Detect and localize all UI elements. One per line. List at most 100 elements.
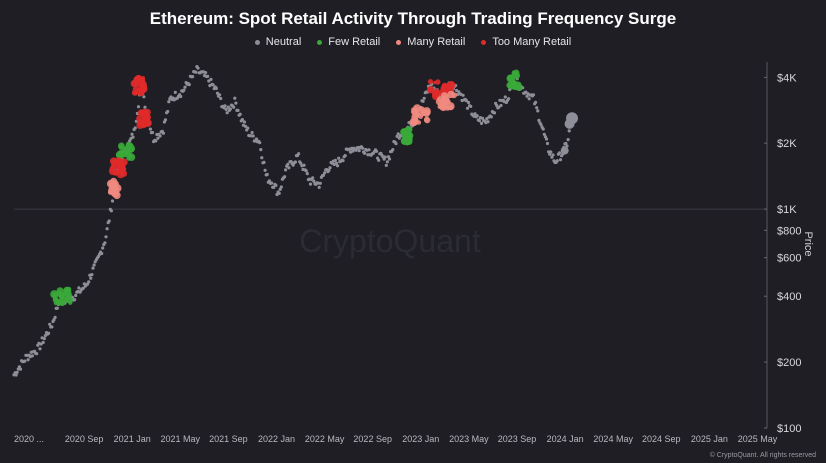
point-neutral [23,359,27,363]
point-neutral [272,185,276,189]
point-neutral [293,160,297,164]
point-neutral [262,160,266,164]
point-neutral [100,252,104,256]
point-neutral [246,126,250,130]
point-neutral [343,154,347,158]
point-neutral [485,117,489,121]
point-many-retail [113,184,122,193]
point-too-many-retail [116,158,121,163]
point-neutral [469,104,473,108]
point-neutral [545,141,550,146]
chart-title: Ethereum: Spot Retail Activity Through T… [149,9,677,28]
legend-item-neutral[interactable]: Neutral [254,36,302,48]
point-neutral [465,106,470,110]
legend-item-too-many-retail[interactable]: Too Many Retail [481,36,571,48]
point-few-retail [67,300,73,305]
point-neutral [143,105,147,109]
point-neutral [477,119,481,123]
point-neutral [223,104,227,108]
point-neutral [564,141,568,146]
point-neutral [391,148,395,152]
point-few-retail [407,128,412,133]
point-neutral [41,340,45,345]
point-neutral [87,280,91,284]
y-axis-ticks: $4K $2K $1K $800 $600 $400 $200 $100 [764,72,801,435]
point-neutral [466,100,471,105]
x-tick-label: 2021 Jan [114,434,151,444]
point-too-many-retail [427,87,433,93]
point-neutral [150,130,155,135]
point-neutral [109,209,113,213]
point-many-retail [424,116,431,124]
y-tick-label: $100 [777,423,801,435]
point-neutral [503,95,507,99]
legend-item-many-retail[interactable]: Many Retail [396,36,465,48]
point-neutral [270,181,274,185]
point-too-many-retail [446,82,451,87]
point-neutral [541,127,545,131]
x-tick-label: 2023 Jan [402,434,439,444]
point-neutral [218,93,222,97]
point-neutral [50,325,54,329]
point-neutral [542,132,546,136]
point-neutral [182,88,186,92]
y-tick-label: $600 [777,253,801,265]
x-tick-label: 2022 Jan [258,434,295,444]
point-neutral [236,108,240,112]
legend-label-too-many-retail: Too Many Retail [492,36,572,48]
point-neutral [557,151,562,155]
point-neutral [539,123,543,127]
point-neutral [133,126,137,130]
point-few-retail [53,300,59,306]
point-neutral [103,241,107,245]
legend-label-many-retail: Many Retail [407,36,466,48]
point-neutral [204,71,208,75]
point-neutral [107,219,111,223]
point-neutral [357,149,361,153]
point-neutral [377,158,381,162]
point-too-many-retail [141,78,145,83]
point-neutral [394,142,398,146]
point-neutral [489,115,493,119]
point-neutral [154,139,158,143]
point-neutral [14,373,18,377]
point-neutral [302,163,306,167]
point-neutral [328,166,332,170]
point-neutral [536,109,540,113]
point-neutral [242,120,247,124]
point-neutral [567,129,571,133]
point-neutral [291,163,295,167]
point-few-retail [118,144,124,150]
point-neutral [564,118,575,129]
point-many-retail [437,104,442,109]
point-neutral [194,70,198,74]
point-neutral [254,137,258,141]
point-neutral [219,96,223,101]
point-few-retail [510,82,518,89]
point-neutral [74,293,78,298]
point-few-retail [118,149,123,154]
point-few-retail [511,72,517,79]
legend-dot-too-many-retail [481,39,487,45]
point-neutral [375,149,379,153]
point-neutral [497,105,501,109]
point-neutral [207,79,211,83]
point-neutral [278,187,282,191]
point-neutral [311,176,315,180]
legend-label-neutral: Neutral [265,36,302,48]
point-neutral [110,199,115,203]
point-neutral [30,354,34,358]
point-many-retail [444,95,450,100]
point-too-many-retail [136,76,143,82]
point-neutral [183,85,187,89]
legend-item-few-retail[interactable]: Few Retail [317,36,380,48]
point-neutral [286,162,290,166]
point-neutral [360,146,365,150]
x-tick-label: 2023 Sep [498,434,537,444]
point-too-many-retail [440,84,449,93]
point-neutral [38,347,42,351]
point-neutral [233,96,237,100]
point-many-retail [437,96,443,102]
point-neutral [53,315,57,319]
point-neutral [260,156,264,160]
